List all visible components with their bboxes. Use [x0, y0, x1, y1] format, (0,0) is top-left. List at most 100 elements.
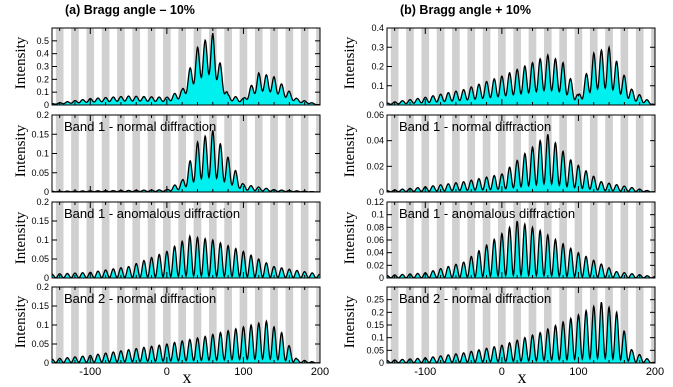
lattice-stripe — [55, 287, 64, 363]
lattice-stripe — [452, 202, 460, 278]
lattice-stripe — [132, 115, 141, 192]
y-tick-label: 0.02 — [366, 260, 384, 270]
lattice-stripe — [390, 202, 399, 278]
y-axis-label: Intensity — [342, 36, 358, 89]
y-tick-label: 0 — [379, 273, 384, 283]
lattice-stripe — [55, 115, 64, 192]
y-tick-label: 0.04 — [366, 248, 384, 258]
x-axis-label: x — [183, 367, 192, 387]
chart-panel: 0 0.02 0.04 0.06 0.08 0.1 0.12 Band 1 - anomalo… — [366, 197, 656, 283]
lattice-stripe — [406, 115, 414, 192]
intensity-line — [52, 234, 320, 278]
lattice-stripe — [467, 28, 476, 105]
lattice-stripe — [498, 28, 506, 105]
lattice-stripe — [147, 28, 156, 105]
panel-annotation: Band 1 - normal diffraction — [64, 119, 216, 134]
lattice-stripe — [467, 115, 476, 192]
lattice-stripe — [163, 28, 171, 105]
lattice-stripe — [239, 287, 248, 363]
column-a-title: (a) Bragg angle – 10% — [65, 3, 195, 17]
y-axis-label: Intensity — [13, 295, 29, 348]
lattice-stripe — [101, 115, 110, 192]
x-tick-label: 100 — [569, 366, 587, 378]
panel-annotation: Band 2 - normal diffraction — [399, 291, 551, 306]
column-b-title: (b) Bragg angle + 10% — [400, 3, 531, 17]
lattice-stripe — [163, 202, 171, 278]
y-tick-label: 0 — [379, 187, 384, 197]
chart-panel: 0 0.05 0.1 0.15 0.2 Band 1 - normal diffracti… — [31, 110, 321, 197]
lattice-stripe — [513, 287, 521, 363]
x-tick-label: 0 — [499, 366, 505, 378]
lattice-stripe — [147, 287, 156, 363]
lattice-stripe — [589, 202, 598, 278]
y-tick-label: 0.4 — [36, 49, 49, 59]
lattice-stripe — [71, 202, 79, 278]
lattice-stripe — [147, 202, 156, 278]
chart-panel: 0 0.05 0.1 0.15 0.2 Band 1 - anomalous diffra… — [31, 197, 321, 283]
y-tick-label: 0.05 — [366, 345, 384, 355]
y-tick-label: 0.1 — [36, 235, 49, 245]
lattice-stripe — [285, 115, 294, 192]
y-tick-label: 0.1 — [36, 87, 49, 97]
y-axis-label: Intensity — [342, 295, 358, 348]
y-tick-label: 0 — [379, 358, 384, 368]
lattice-stripe — [285, 202, 294, 278]
intensity-line — [387, 134, 655, 192]
intensity-area — [52, 321, 320, 363]
intensity-line — [387, 220, 655, 278]
lattice-stripe — [620, 115, 629, 192]
lattice-stripe — [178, 287, 186, 363]
lattice-stripe — [163, 115, 171, 192]
y-tick-label: 0.12 — [366, 197, 384, 207]
y-tick-label: 0.2 — [371, 62, 384, 72]
lattice-stripe — [285, 28, 294, 105]
lattice-stripe — [224, 202, 232, 278]
lattice-stripe — [651, 115, 655, 192]
lattice-stripe — [285, 287, 294, 363]
lattice-stripe — [574, 202, 583, 278]
lattice-stripe — [390, 28, 399, 105]
lattice-stripe — [55, 28, 64, 105]
lattice-stripe — [452, 115, 460, 192]
lattice-stripe — [635, 115, 644, 192]
lattice-stripe — [300, 28, 309, 105]
y-tick-label: 0 — [44, 273, 49, 283]
y-tick-label: 0 — [379, 100, 384, 110]
chart-panel: 0 0.1 0.2 0.3 0.4 0.5 — [36, 27, 321, 110]
lattice-stripe — [635, 202, 644, 278]
y-tick-label: 0.1 — [371, 81, 384, 91]
lattice-stripe — [406, 287, 414, 363]
intensity-line — [387, 44, 655, 105]
lattice-stripe — [452, 287, 460, 363]
lattice-stripe — [421, 115, 430, 192]
lattice-stripe — [132, 28, 141, 105]
intensity-line — [52, 130, 320, 192]
lattice-stripe — [421, 28, 430, 105]
y-tick-label: 0.3 — [36, 62, 49, 72]
lattice-stripe — [193, 287, 202, 363]
lattice-stripe — [513, 28, 521, 105]
lattice-stripe — [452, 28, 460, 105]
lattice-stripe — [270, 287, 278, 363]
lattice-stripe — [239, 115, 248, 192]
lattice-stripe — [178, 202, 186, 278]
lattice-stripe — [101, 287, 110, 363]
lattice-stripe — [436, 287, 445, 363]
y-axis-label: Intensity — [13, 124, 29, 177]
y-tick-label: 0.04 — [366, 136, 384, 146]
y-tick-label: 0.05 — [31, 254, 49, 264]
lattice-stripe — [178, 115, 186, 192]
lattice-stripe — [589, 115, 598, 192]
lattice-stripe — [71, 115, 79, 192]
lattice-stripe — [498, 115, 506, 192]
chart-panel: 0 0.05 0.1 0.15 0.2 0.25 -100 0 100 200 Band 2 - n… — [366, 286, 664, 378]
lattice-stripe — [559, 202, 567, 278]
lattice-stripe — [224, 115, 232, 192]
intensity-area — [387, 302, 655, 363]
lattice-stripe — [436, 28, 445, 105]
lattice-stripe — [224, 28, 232, 105]
y-axis-label: Intensity — [13, 211, 29, 264]
lattice-stripe — [254, 28, 263, 105]
y-tick-label: 0.1 — [36, 320, 49, 330]
y-tick-label: 0 — [44, 187, 49, 197]
